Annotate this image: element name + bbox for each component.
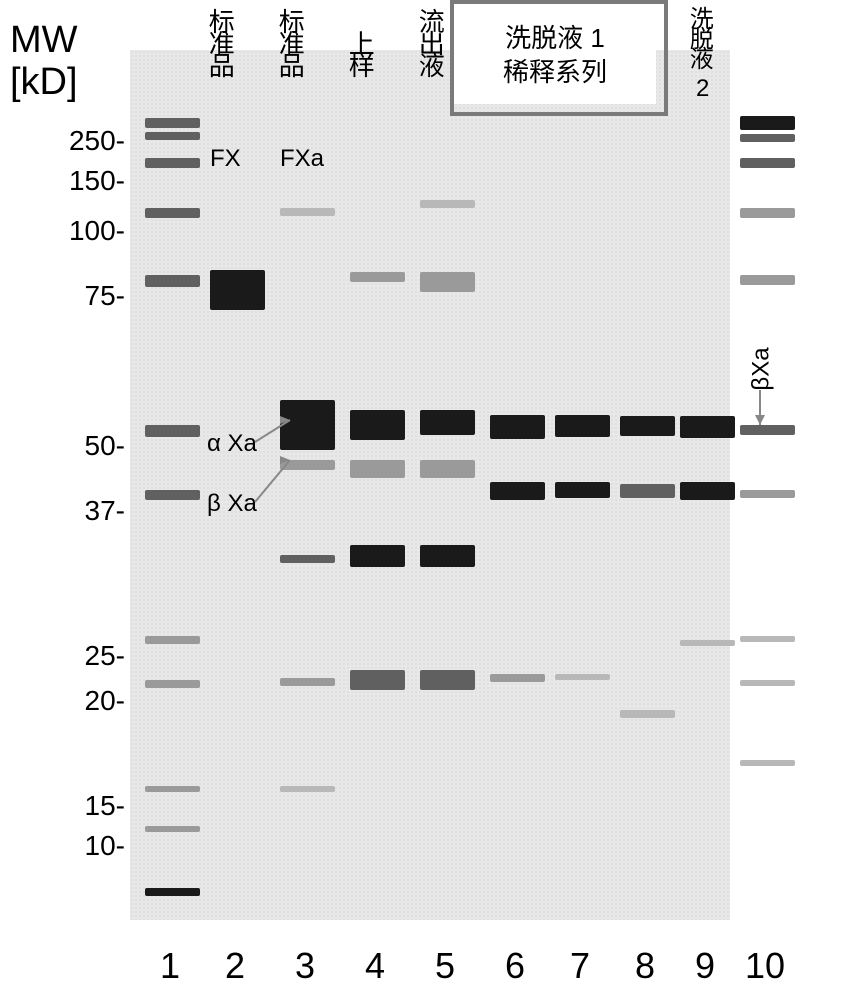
gel-band	[145, 680, 200, 688]
lane-number: 8	[615, 945, 675, 987]
lane-number: 7	[550, 945, 610, 987]
gel-band	[740, 158, 795, 168]
eluate2-text: 洗脱液	[685, 6, 711, 66]
annotation-label: α Xa	[207, 430, 257, 458]
gel-band	[145, 826, 200, 832]
lane-top-label: 上样	[340, 30, 380, 80]
mw-line2: [kD]	[10, 61, 78, 103]
gel-band	[280, 400, 335, 450]
eluate1-box-bg: 洗脱液 1 稀释系列	[454, 4, 656, 104]
gel-band	[680, 640, 735, 646]
gel-band	[740, 208, 795, 218]
mw-tick: 15-	[55, 790, 125, 822]
gel-band	[740, 425, 795, 435]
gel-band	[490, 674, 545, 682]
gel-band	[740, 116, 795, 130]
gel-band	[420, 545, 475, 567]
mw-tick: 50-	[55, 430, 125, 462]
mw-line1: MW	[10, 19, 78, 61]
gel-band	[620, 484, 675, 498]
gel-band	[145, 132, 200, 140]
mw-tick: 20-	[55, 685, 125, 717]
gel-band	[420, 460, 475, 478]
mw-axis-title: MW [kD]	[10, 20, 78, 104]
lane-number: 10	[735, 945, 795, 987]
annotation-label: β Xa	[207, 490, 257, 518]
gel-band	[280, 208, 335, 216]
gel-band	[280, 786, 335, 792]
eluate1-line1: 洗脱液 1	[505, 23, 605, 53]
gel-band	[740, 490, 795, 498]
mw-tick: 150-	[55, 165, 125, 197]
gel-band	[740, 760, 795, 766]
gel-band	[210, 270, 265, 310]
gel-band	[490, 415, 545, 439]
gel-band	[620, 416, 675, 436]
lane-top-label: 流出液	[410, 8, 450, 80]
lane-number: 3	[275, 945, 335, 987]
gel-band	[145, 158, 200, 168]
annotation-label: FXa	[280, 145, 324, 173]
eluate2-num: 2	[696, 76, 709, 102]
gel-band	[680, 416, 735, 438]
gel-band	[420, 272, 475, 292]
mw-tick: 75-	[55, 280, 125, 312]
gel-band	[145, 275, 200, 287]
eluate2-label: 洗脱液 2	[668, 6, 728, 72]
gel-band	[145, 425, 200, 437]
lane-top-label: 标准品	[270, 8, 310, 80]
lane-number: 6	[485, 945, 545, 987]
mw-tick: 25-	[55, 640, 125, 672]
gel-band	[740, 680, 795, 686]
gel-band	[280, 555, 335, 563]
gel-band	[280, 460, 335, 470]
gel-band	[145, 208, 200, 218]
mw-tick: 100-	[55, 215, 125, 247]
gel-band	[420, 200, 475, 208]
eluate1-line2: 稀释系列	[503, 57, 607, 87]
gel-band	[145, 118, 200, 128]
gel-band	[555, 674, 610, 680]
gel-band	[555, 415, 610, 437]
gel-band	[280, 678, 335, 686]
annotation-label: βXa	[748, 347, 776, 390]
gel-band	[350, 460, 405, 478]
gel-band	[350, 410, 405, 440]
lane-number: 1	[140, 945, 200, 987]
eluate1-label: 洗脱液 1 稀释系列	[454, 4, 656, 90]
mw-tick: 37-	[55, 495, 125, 527]
gel-band	[350, 272, 405, 282]
lane-number: 9	[675, 945, 735, 987]
gel-band	[145, 490, 200, 500]
annotation-label: FX	[210, 145, 241, 173]
gel-band	[145, 786, 200, 792]
gel-band	[555, 482, 610, 498]
gel-band	[740, 636, 795, 642]
gel-band	[350, 670, 405, 690]
gel-band	[145, 636, 200, 644]
gel-band	[420, 670, 475, 690]
gel-band	[350, 545, 405, 567]
gel-band	[680, 482, 735, 500]
mw-tick: 250-	[55, 125, 125, 157]
gel-band	[740, 275, 795, 285]
lane-number: 5	[415, 945, 475, 987]
mw-tick: 10-	[55, 830, 125, 862]
gel-band	[620, 710, 675, 718]
lane-number: 2	[205, 945, 265, 987]
gel-band	[145, 888, 200, 896]
gel-band	[740, 134, 795, 142]
lane-top-label: 标准品	[200, 8, 240, 80]
gel-band	[490, 482, 545, 500]
gel-band	[420, 410, 475, 435]
lane-number: 4	[345, 945, 405, 987]
